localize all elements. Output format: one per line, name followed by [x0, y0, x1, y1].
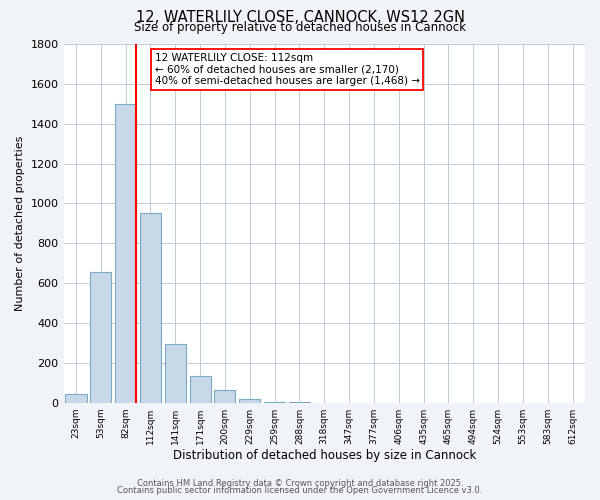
Text: Contains HM Land Registry data © Crown copyright and database right 2025.: Contains HM Land Registry data © Crown c…: [137, 478, 463, 488]
Bar: [190, 376, 211, 402]
Bar: [115, 104, 136, 403]
Text: 12, WATERLILY CLOSE, CANNOCK, WS12 2GN: 12, WATERLILY CLOSE, CANNOCK, WS12 2GN: [136, 10, 464, 25]
Bar: [165, 344, 186, 403]
Text: Size of property relative to detached houses in Cannock: Size of property relative to detached ho…: [134, 21, 466, 34]
Bar: [239, 398, 260, 402]
Bar: [65, 394, 86, 402]
X-axis label: Distribution of detached houses by size in Cannock: Distribution of detached houses by size …: [173, 450, 476, 462]
Y-axis label: Number of detached properties: Number of detached properties: [15, 136, 25, 311]
Bar: [90, 272, 112, 402]
Bar: [140, 214, 161, 402]
Text: Contains public sector information licensed under the Open Government Licence v3: Contains public sector information licen…: [118, 486, 482, 495]
Bar: [214, 390, 235, 402]
Text: 12 WATERLILY CLOSE: 112sqm
← 60% of detached houses are smaller (2,170)
40% of s: 12 WATERLILY CLOSE: 112sqm ← 60% of deta…: [155, 53, 420, 86]
